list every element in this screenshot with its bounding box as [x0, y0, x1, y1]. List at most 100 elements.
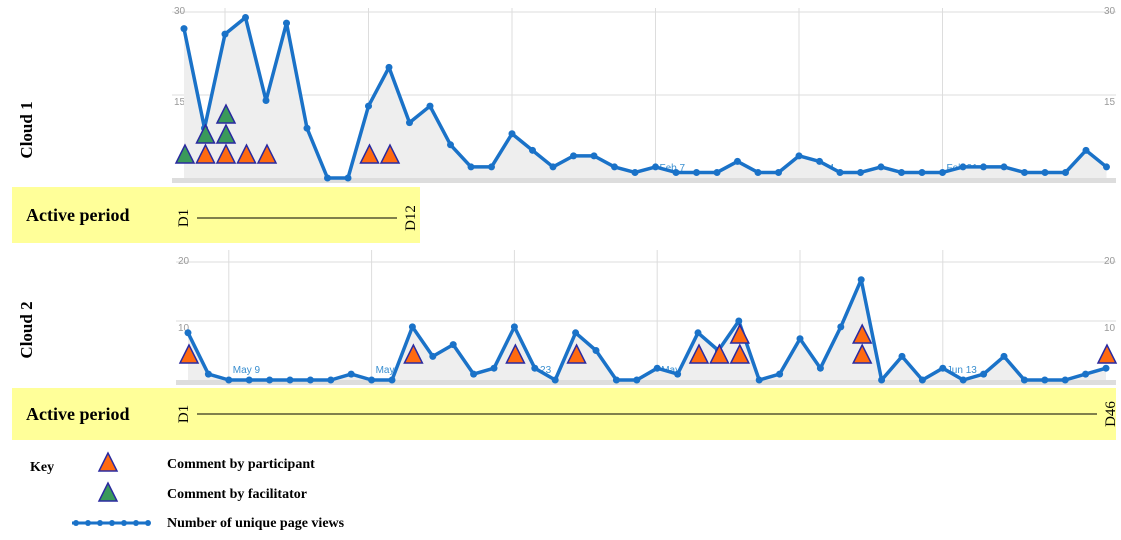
- page-views-point: [837, 323, 845, 331]
- page-views-point: [939, 364, 947, 372]
- x-tick-label: Feb 7: [660, 163, 686, 174]
- participant-comment: [729, 323, 751, 344]
- x-tick-label: Jun 13: [947, 365, 977, 376]
- participant-comment: [215, 143, 237, 164]
- page-views-point: [795, 152, 803, 160]
- page-views-point: [283, 19, 290, 27]
- page-views-point: [327, 376, 335, 384]
- active-period-end: D46: [1103, 401, 1119, 427]
- key-line-dot: [121, 520, 127, 526]
- page-views-point: [447, 141, 454, 149]
- active-period-start: D1: [176, 209, 192, 227]
- page-views-point: [266, 376, 274, 384]
- participant-comment: [851, 343, 873, 364]
- participant-comment: [505, 343, 526, 364]
- page-views-point: [672, 168, 680, 176]
- page-views-point: [470, 370, 478, 378]
- page-views-point: [303, 124, 311, 132]
- page-views-point: [306, 376, 314, 384]
- page-views-line: [182, 15, 1108, 180]
- page-views-point: [429, 352, 437, 360]
- page-views-point: [508, 130, 516, 138]
- page-views-point: [1082, 370, 1090, 378]
- key-facilitator-icon: [97, 481, 119, 502]
- facilitator-comment: [215, 103, 237, 124]
- participant-comment: [195, 143, 216, 164]
- baseline-band: [172, 178, 1116, 183]
- page-views-point: [878, 376, 886, 384]
- y-tick-label: 10: [1104, 323, 1116, 334]
- page-views-point: [490, 364, 498, 372]
- page-views-point: [449, 341, 457, 349]
- participant-comment: [256, 143, 278, 164]
- participant-comment: [566, 343, 587, 364]
- key-line-dot: [109, 520, 115, 526]
- participant-comment: [729, 343, 751, 364]
- page-views-point: [775, 168, 782, 176]
- page-views-point: [611, 163, 618, 171]
- page-views-point: [572, 329, 580, 337]
- page-views-point: [653, 364, 661, 372]
- page-views-point: [796, 335, 804, 343]
- page-views-point: [531, 364, 539, 372]
- key-line-dot: [133, 520, 139, 526]
- page-views-point: [221, 30, 229, 38]
- page-views-point: [385, 63, 393, 71]
- active-period-box: [12, 187, 420, 243]
- page-views-point: [633, 376, 641, 384]
- key-participant-icon: [97, 451, 119, 472]
- page-views-point: [1021, 168, 1028, 176]
- x-tick-label: May 9: [233, 365, 261, 376]
- page-views-point: [734, 157, 741, 165]
- participant-comment: [359, 143, 380, 164]
- page-views-point: [1020, 376, 1028, 384]
- page-views-point: [184, 329, 192, 337]
- page-views-point: [836, 168, 844, 176]
- page-views-point: [347, 370, 355, 378]
- y-tick-label: 30: [1104, 6, 1116, 17]
- facilitator-comment: [195, 123, 216, 144]
- page-views-point: [590, 152, 598, 160]
- page-views-point: [694, 329, 702, 337]
- page-views-point: [1041, 168, 1049, 176]
- page-views-point: [959, 163, 967, 171]
- page-views-point: [426, 102, 434, 110]
- participant-comment: [688, 343, 710, 364]
- page-views-point: [286, 376, 294, 384]
- page-views-point: [674, 370, 682, 378]
- y-tick-label: 10: [178, 323, 190, 334]
- page-views-point: [735, 317, 743, 325]
- x-tick-label: May 16: [376, 365, 409, 376]
- page-views-point: [918, 168, 926, 176]
- page-views-point: [365, 102, 372, 110]
- page-views-point: [857, 168, 864, 176]
- participant-comment: [178, 343, 200, 364]
- y-tick-label: 20: [178, 256, 190, 267]
- page-views-point: [754, 168, 762, 176]
- y-tick-label: 30: [174, 6, 186, 17]
- active-period-start: D1: [176, 405, 192, 423]
- cloud-label: Cloud 2: [17, 301, 36, 358]
- page-views-point: [959, 376, 967, 384]
- participant-comment: [236, 143, 257, 164]
- page-views-point: [1062, 168, 1069, 176]
- page-views-point: [612, 376, 620, 384]
- page-views-point: [898, 168, 905, 176]
- page-views-point: [242, 14, 249, 22]
- page-views-point: [652, 163, 659, 171]
- page-views-point: [529, 146, 536, 154]
- page-views-point: [1102, 364, 1110, 372]
- page-views-point: [551, 376, 559, 384]
- page-views-point: [631, 168, 639, 176]
- key-entry: Number of unique page views: [167, 516, 345, 531]
- page-views-point: [467, 163, 475, 171]
- key-line-dot: [97, 520, 103, 526]
- page-views-point: [408, 323, 416, 331]
- page-views-point: [592, 347, 600, 354]
- y-tick-label: 15: [1104, 97, 1116, 108]
- key-entry: Comment by facilitator: [167, 487, 307, 502]
- y-tick-label: 20: [1104, 256, 1116, 267]
- page-views-point: [816, 157, 823, 165]
- page-views-point: [1103, 163, 1110, 171]
